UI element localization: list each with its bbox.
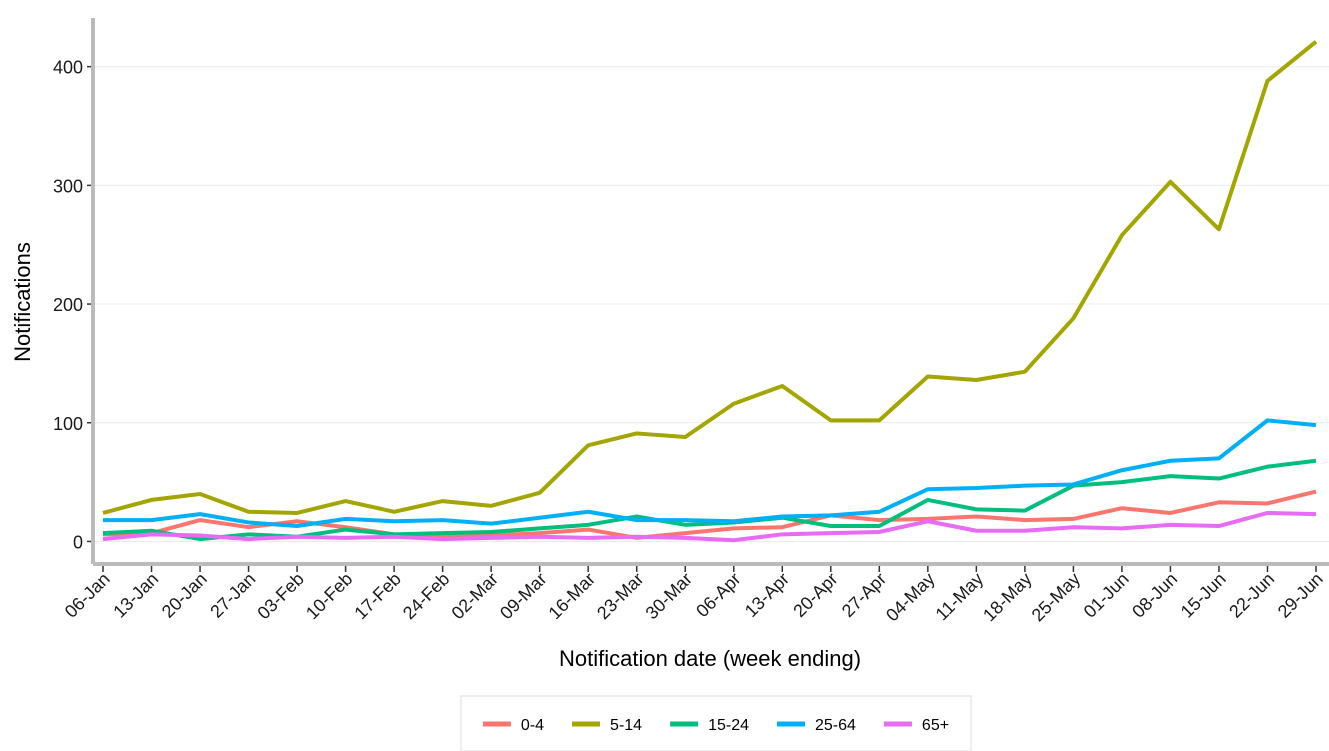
- x-tick-label: 18-May: [979, 569, 1036, 626]
- y-axis-label: Notifications: [10, 242, 35, 362]
- x-tick-label: 10-Feb: [302, 569, 356, 623]
- x-tick-label: 27-Jan: [206, 569, 259, 622]
- x-tick-label: 04-May: [882, 569, 939, 626]
- x-tick-label: 08-Jun: [1128, 569, 1181, 622]
- x-tick-label: 25-May: [1028, 569, 1085, 626]
- legend-label: 25-64: [815, 717, 856, 734]
- legend-label: 0-4: [521, 717, 544, 734]
- x-tick-label: 06-Jan: [61, 569, 114, 622]
- x-tick-label: 23-Mar: [593, 569, 647, 623]
- x-tick-label: 27-Apr: [838, 569, 890, 621]
- y-tick-label: 0: [73, 532, 83, 552]
- x-tick-label: 13-Jan: [109, 569, 162, 622]
- x-tick-label: 02-Mar: [448, 569, 502, 623]
- x-tick-label: 15-Jun: [1177, 569, 1230, 622]
- data-line: [102, 510, 1317, 543]
- x-tick-label: 01-Jun: [1080, 569, 1133, 622]
- x-tick-label: 29-Jun: [1274, 569, 1327, 622]
- legend-label: 5-14: [610, 717, 642, 734]
- x-tick-label: 16-Mar: [545, 569, 599, 623]
- y-tick-label: 200: [53, 295, 83, 315]
- x-tick-label: 03-Feb: [253, 569, 307, 623]
- x-tick-label: 09-Mar: [496, 569, 550, 623]
- y-tick-label: 100: [53, 414, 83, 434]
- x-tick-label: 11-May: [932, 569, 988, 625]
- x-tick-label: 13-Apr: [741, 569, 793, 621]
- data-line: [102, 40, 1318, 515]
- x-tick-label: 20-Apr: [789, 569, 841, 621]
- legend: 0-4 5-14 15-24 25-64 65+: [460, 695, 972, 751]
- legend-label: 15-24: [708, 717, 749, 734]
- x-axis-label: Notification date (week ending): [559, 646, 861, 671]
- y-tick-label: 400: [53, 58, 83, 78]
- data-line: [103, 418, 1317, 529]
- x-tick-label: 17-Feb: [350, 569, 404, 623]
- legend-label: 65+: [922, 717, 949, 734]
- x-tick-label: 24-Feb: [399, 569, 453, 623]
- y-tick-label: 300: [53, 176, 83, 196]
- x-tick-label: 06-Apr: [692, 569, 744, 621]
- x-tick-label: 30-Mar: [642, 569, 696, 623]
- x-tick-label: 20-Jan: [158, 569, 211, 622]
- data-line: [102, 489, 1317, 540]
- x-tick-label: 22-Jun: [1225, 569, 1278, 622]
